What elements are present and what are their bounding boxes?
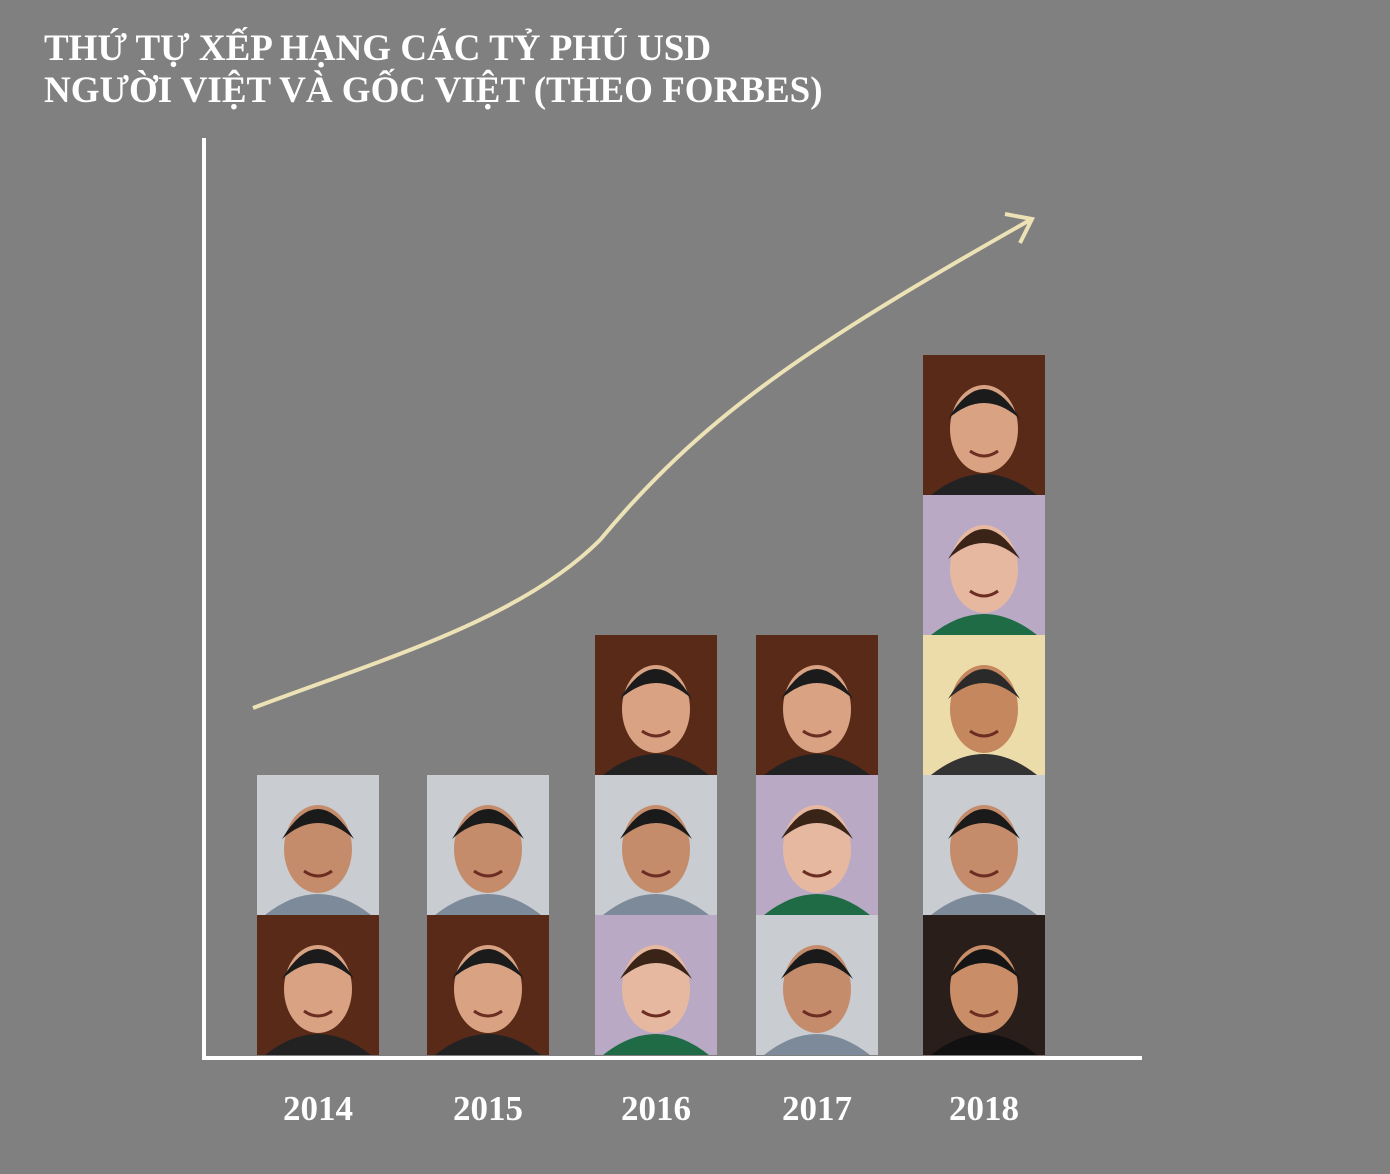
portrait-face <box>454 805 522 893</box>
portrait-body <box>931 474 1037 495</box>
portrait-body <box>435 894 541 915</box>
portrait-hair <box>948 949 1020 979</box>
portrait-face <box>950 385 1018 473</box>
portrait-mouth <box>969 1009 999 1018</box>
portrait-mouth <box>641 729 671 738</box>
portrait-hair <box>948 669 1020 699</box>
portrait-hair <box>781 949 853 979</box>
portrait-face <box>284 805 352 893</box>
portrait-mouth <box>969 729 999 738</box>
portrait-mouth <box>641 869 671 878</box>
portrait-body <box>764 1034 870 1055</box>
portrait-body <box>435 1034 541 1055</box>
portrait-mouth <box>303 869 333 878</box>
arrow-head <box>1004 212 1035 244</box>
portrait-mouth <box>641 1009 671 1018</box>
portrait-mouth <box>969 589 999 598</box>
portrait-face <box>622 665 690 753</box>
chart-title: NGƯỜI VIỆT VÀ GỐC VIỆT (THEO FORBES) <box>44 67 823 111</box>
chart-title: THỨ TỰ XẾP HẠNG CÁC TỶ PHÚ USD <box>44 26 711 69</box>
portrait-body <box>931 1034 1037 1055</box>
portrait-body <box>603 1034 709 1055</box>
portrait-mouth <box>473 869 503 878</box>
portrait-stack <box>427 775 549 1055</box>
portrait-body <box>764 894 870 915</box>
portrait-hair <box>452 949 524 979</box>
x-tick-label: 2018 <box>949 1089 1019 1128</box>
portrait-hair <box>948 809 1020 839</box>
portrait-face <box>950 665 1018 753</box>
portrait-face <box>783 805 851 893</box>
portrait-hair <box>948 389 1020 419</box>
portrait-body <box>931 754 1037 775</box>
portrait-stack <box>257 775 379 1055</box>
x-tick-label: 2014 <box>283 1089 353 1128</box>
portrait-mouth <box>969 449 999 458</box>
portrait-hair <box>781 809 853 839</box>
portrait-stack <box>923 355 1045 1055</box>
portrait-face <box>622 805 690 893</box>
portrait-mouth <box>969 869 999 878</box>
portrait-hair <box>620 809 692 839</box>
portrait-body <box>931 894 1037 915</box>
portrait-body <box>603 894 709 915</box>
portrait-stack <box>756 635 878 1055</box>
trend-arrow <box>252 218 1031 710</box>
portrait-hair <box>620 669 692 699</box>
x-tick-label: 2015 <box>453 1089 523 1128</box>
portrait-body <box>265 1034 371 1055</box>
portrait-stack <box>595 635 717 1055</box>
portrait-face <box>783 665 851 753</box>
portrait-body <box>265 894 371 915</box>
portrait-mouth <box>802 869 832 878</box>
portrait-face <box>950 945 1018 1033</box>
x-tick-label: 2016 <box>621 1089 691 1128</box>
portrait-hair <box>620 949 692 979</box>
portrait-face <box>950 525 1018 613</box>
portrait-body <box>764 754 870 775</box>
portrait-mouth <box>303 1009 333 1018</box>
portrait-face <box>783 945 851 1033</box>
portrait-hair <box>282 949 354 979</box>
portrait-face <box>454 945 522 1033</box>
portrait-mouth <box>802 729 832 738</box>
portrait-body <box>603 754 709 775</box>
x-tick-label: 2017 <box>782 1089 852 1128</box>
portrait-hair <box>948 529 1020 559</box>
portrait-face <box>284 945 352 1033</box>
portrait-hair <box>282 809 354 839</box>
portrait-face <box>622 945 690 1033</box>
portrait-mouth <box>802 1009 832 1018</box>
portrait-hair <box>781 669 853 699</box>
portrait-mouth <box>473 1009 503 1018</box>
portrait-face <box>950 805 1018 893</box>
portrait-body <box>931 614 1037 635</box>
portrait-hair <box>452 809 524 839</box>
